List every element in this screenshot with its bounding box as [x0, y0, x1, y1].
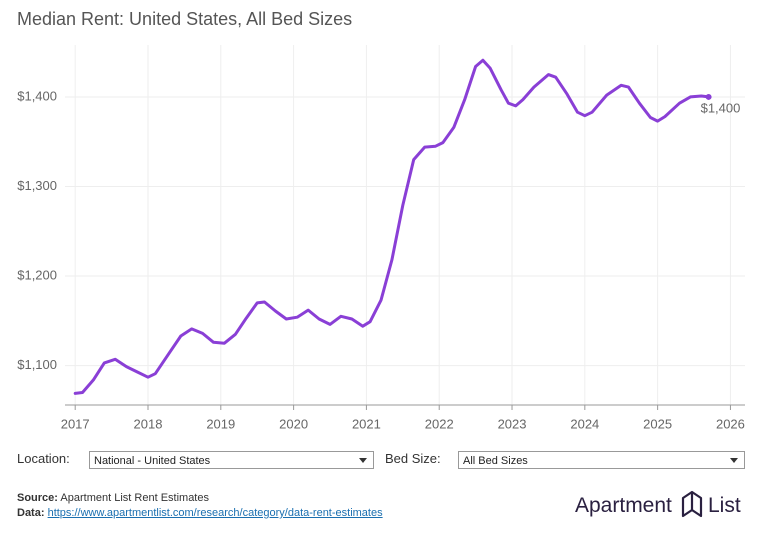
y-tick-label: $1,100 [17, 357, 57, 372]
end-label: $1,400 [701, 100, 741, 115]
logo-right: List [708, 494, 741, 517]
y-tick-label: $1,400 [17, 88, 57, 103]
x-tick-label: 2022 [425, 416, 454, 431]
source: Apartment List Rent Estimates [60, 492, 209, 504]
source-line: Source: Apartment List Rent Estimates [17, 492, 209, 504]
x-tick-label: 2023 [498, 416, 527, 431]
y-tick-label: $1,300 [17, 178, 57, 193]
x-tick-label: 2026 [716, 416, 745, 431]
x-tick-label: 2021 [352, 416, 381, 431]
data-link[interactable]: https://www.apartmentlist.com/research/c… [47, 507, 383, 519]
logo-left: Apartment [575, 494, 672, 517]
location-label: Location: [17, 451, 70, 466]
x-tick-label: 2020 [279, 416, 308, 431]
location-select[interactable]: National - United States [89, 451, 374, 469]
chart: Median Rent: United States, All Bed Size… [17, 9, 745, 431]
data-label: Data: [17, 507, 45, 519]
logo: Apartment List [575, 490, 750, 520]
data-line: Data: https://www.apartmentlist.com/rese… [17, 507, 383, 519]
bed-size-select[interactable]: All Bed Sizes [458, 451, 745, 469]
source-label: Source: [17, 492, 58, 504]
end-point [705, 93, 712, 100]
line [73, 58, 711, 395]
logo-icon [681, 490, 703, 518]
x-tick-label: 2024 [570, 416, 599, 431]
x-tick-label: 2025 [643, 416, 672, 431]
chart-title: Median Rent: United States, All Bed Size… [17, 9, 352, 29]
x-tick-label: 2018 [134, 416, 163, 431]
x-tick-label: 2017 [61, 416, 90, 431]
x-tick-label: 2019 [206, 416, 235, 431]
y-tick-label: $1,200 [17, 267, 57, 282]
bed-size-label: Bed Size: [385, 451, 441, 466]
